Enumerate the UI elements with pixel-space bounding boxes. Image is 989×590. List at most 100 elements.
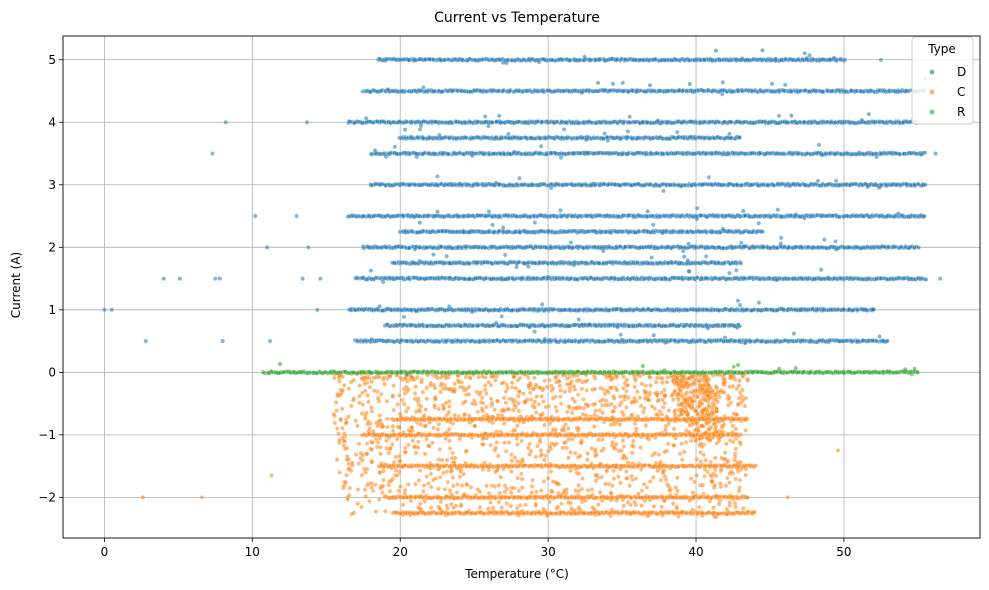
point-c (493, 469, 498, 475)
point-c (726, 402, 731, 408)
point-c (370, 440, 375, 446)
point-c (475, 409, 481, 415)
point-c (501, 421, 507, 426)
point-c (480, 408, 486, 414)
point-c (549, 489, 555, 494)
point-c (488, 442, 493, 448)
point-c (627, 483, 632, 488)
point-c (631, 399, 637, 405)
point-c (362, 487, 368, 492)
point-c (466, 392, 472, 397)
point-c (348, 379, 354, 385)
point-c (528, 390, 533, 396)
point-c (470, 418, 475, 423)
point-c (515, 423, 520, 428)
point-c (366, 419, 371, 424)
point-c (656, 452, 662, 457)
point-d (802, 50, 807, 56)
point-c (419, 379, 424, 385)
point-c (630, 450, 635, 456)
point-c (676, 514, 681, 519)
point-c (346, 386, 352, 391)
point-c (732, 501, 738, 506)
point-c (664, 380, 670, 385)
point-c (713, 514, 719, 520)
point-c (532, 405, 537, 410)
point-d (737, 135, 742, 140)
point-c (497, 490, 502, 496)
point-c (386, 482, 391, 488)
point-c (660, 376, 665, 381)
point-c (686, 429, 692, 435)
point-c (619, 493, 625, 499)
point-c (365, 393, 370, 398)
point-c (426, 481, 431, 486)
point-c (614, 442, 619, 447)
point-c (401, 401, 407, 407)
point-d (437, 132, 442, 138)
point-c (515, 458, 520, 464)
point-c (675, 475, 680, 480)
point-d (482, 114, 488, 119)
point-c (674, 379, 680, 384)
point-c (369, 379, 374, 384)
point-c (592, 453, 598, 459)
point-c (418, 404, 424, 409)
point-c (737, 378, 742, 384)
point-c (598, 399, 603, 404)
point-c (589, 487, 595, 492)
point-c (721, 390, 727, 395)
point-c (447, 404, 452, 409)
point-c (439, 457, 445, 463)
point-c (438, 475, 443, 480)
point-c (585, 403, 590, 408)
point-c (597, 490, 603, 495)
point-c (532, 375, 537, 381)
point-c (677, 451, 683, 457)
point-c (639, 488, 645, 493)
point-c (490, 420, 495, 426)
point-c (400, 502, 406, 508)
point-c (410, 375, 415, 381)
point-c (672, 409, 677, 415)
point-c (690, 490, 696, 495)
point-c (369, 459, 375, 465)
point-c (344, 454, 350, 459)
point-c (380, 377, 386, 382)
point-c (645, 513, 650, 519)
point-c (557, 383, 563, 389)
point-c (398, 484, 403, 489)
point-c (494, 440, 500, 445)
point-c (610, 375, 616, 381)
point-c (358, 455, 363, 461)
point-d (602, 131, 607, 136)
point-c (555, 504, 561, 510)
data-points (102, 48, 943, 520)
point-c (592, 424, 597, 429)
point-c (723, 483, 729, 489)
point-c (503, 449, 509, 454)
point-c (611, 468, 616, 474)
point-c (566, 426, 571, 431)
point-c (709, 478, 714, 484)
point-c (716, 438, 722, 444)
point-c (626, 434, 631, 439)
point-c (461, 471, 466, 477)
point-c (733, 504, 738, 510)
point-c (355, 423, 360, 429)
point-c (679, 400, 685, 406)
point-c (447, 446, 453, 451)
point-c (542, 422, 547, 428)
point-c (742, 403, 748, 409)
point-c (361, 375, 367, 380)
point-d (627, 114, 632, 119)
point-c (380, 483, 386, 489)
point-c (572, 387, 578, 392)
point-c (430, 440, 435, 446)
point-c (632, 421, 638, 426)
point-c (695, 395, 700, 400)
point-c (718, 481, 723, 486)
point-c (638, 445, 643, 450)
point-c (493, 378, 498, 383)
point-c (513, 385, 519, 391)
